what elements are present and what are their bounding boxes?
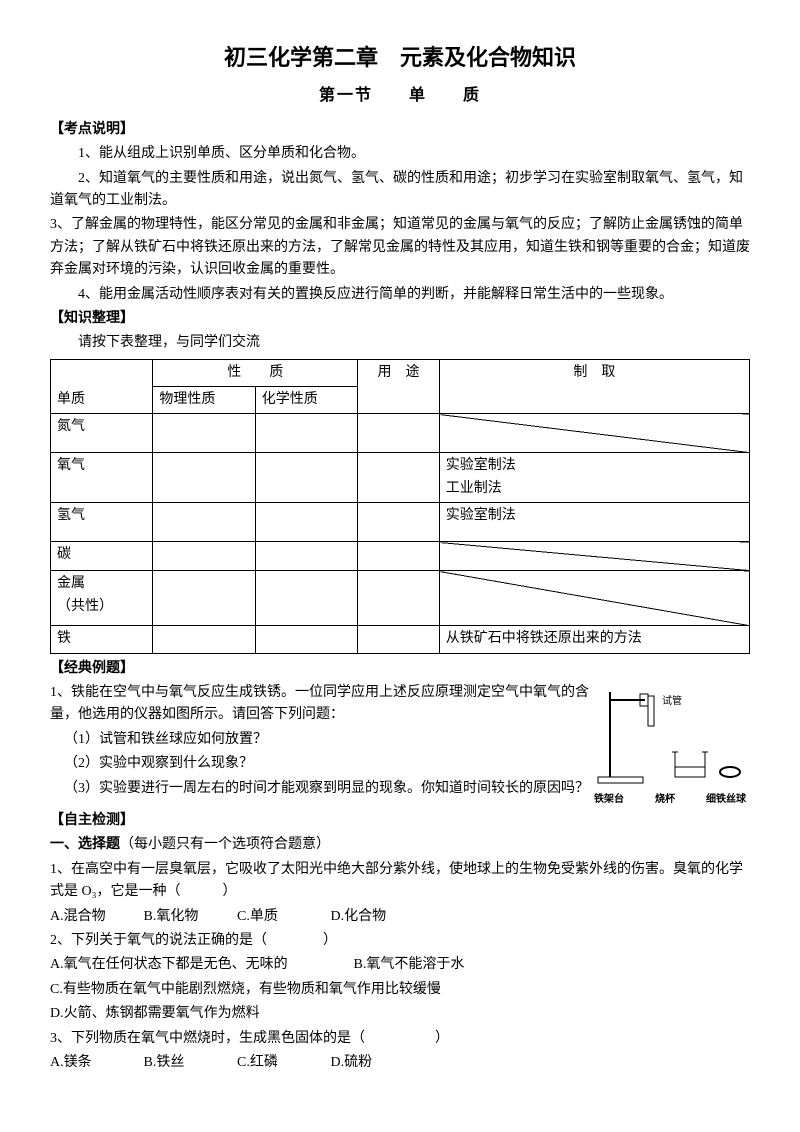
page-subtitle: 第一节 单 质 — [50, 83, 750, 109]
section-head-liti: 【经典例题】 — [50, 658, 750, 680]
cell-diag — [439, 414, 749, 453]
cell-n2: 氮气 — [51, 414, 153, 453]
cell-diag — [439, 542, 749, 571]
th-huaxue: 化学性质 — [255, 387, 357, 414]
cell-h2: 氢气 — [51, 503, 153, 542]
cell-empty — [358, 571, 440, 626]
cell-c: 碳 — [51, 542, 153, 571]
q2-c: C.有些物质在氧气中能剧烈燃烧，有些物质和氧气作用比较缓慢 — [50, 979, 750, 1001]
table-row: 碳 — [51, 542, 750, 571]
label-shaobei: 烧杯 — [655, 792, 675, 808]
kaodian-p3: 3、了解金属的物理特性，能区分常见的金属和非金属；知道常见的金属与氧气的反应；了… — [50, 214, 750, 281]
cell-empty — [153, 414, 255, 453]
section-head-kaodian: 【考点说明】 — [50, 119, 750, 141]
kaodian-p2: 2、知道氧气的主要性质和用途，说出氮气、氢气、碳的性质和用途；初步学习在实验室制… — [50, 168, 750, 213]
th-danzhi: 单质 — [51, 359, 153, 414]
cell-empty — [358, 414, 440, 453]
cell-empty — [153, 453, 255, 503]
table-row: 铁 从铁矿石中将铁还原出来的方法 — [51, 626, 750, 653]
cell-empty — [255, 453, 357, 503]
table-row: 氢气 实验室制法 — [51, 503, 750, 542]
q2-d: D.火箭、炼钢都需要氧气作为燃料 — [50, 1003, 750, 1025]
table-row: 金属 （共性） — [51, 571, 750, 626]
zhishi-p1: 请按下表整理，与同学们交流 — [50, 332, 750, 354]
q2: 2、下列关于氧气的说法正确的是（ ） — [50, 930, 750, 952]
th-zhiqu: 制 取 — [439, 359, 749, 414]
q2-ab: A.氧气在任何状态下都是无色、无味的 B.氧气不能溶于水 — [50, 954, 750, 976]
label-tiesi: 细铁丝球 — [706, 792, 746, 808]
page-title: 初三化学第二章 元素及化合物知识 — [50, 40, 750, 75]
q3-options: A.镁条 B.铁丝 C.红磷 D.硫粉 — [50, 1052, 750, 1074]
apparatus-figure: 试管 铁架台 烧杯 细铁丝球 — [590, 682, 750, 808]
table-row: 单质 性 质 用 途 制 取 — [51, 359, 750, 386]
cell-empty — [358, 453, 440, 503]
cell-diag — [439, 571, 749, 626]
cell-empty — [153, 503, 255, 542]
cell-empty — [255, 571, 357, 626]
cell-empty — [255, 414, 357, 453]
properties-table: 单质 性 质 用 途 制 取 物理性质 化学性质 氮气 氧气 实验室制法 工业制… — [50, 359, 750, 654]
cell-fe-zhiqu: 从铁矿石中将铁还原出来的方法 — [439, 626, 749, 653]
th-yongtu: 用 途 — [358, 359, 440, 414]
cell-o2-zhiqu: 实验室制法 工业制法 — [439, 453, 749, 503]
kaodian-p1: 1、能从组成上识别单质、区分单质和化合物。 — [50, 143, 750, 165]
table-row: 氧气 实验室制法 工业制法 — [51, 453, 750, 503]
label-shiguan: 试管 — [662, 694, 682, 707]
cell-fe: 铁 — [51, 626, 153, 653]
jiance-sub: 一、选择题（每小题只有一个选项符合题意） — [50, 834, 750, 856]
kaodian-p4: 4、能用金属活动性顺序表对有关的置换反应进行简单的判断，并能解释日常生活中的一些… — [50, 284, 750, 306]
cell-empty — [358, 503, 440, 542]
cell-empty — [255, 542, 357, 571]
cell-empty — [153, 542, 255, 571]
cell-o2: 氧气 — [51, 453, 153, 503]
cell-empty — [153, 571, 255, 626]
section-head-jiance: 【自主检测】 — [50, 810, 750, 832]
table-row: 氮气 — [51, 414, 750, 453]
th-wuli: 物理性质 — [153, 387, 255, 414]
th-xingzhi: 性 质 — [153, 359, 358, 386]
cell-empty — [255, 503, 357, 542]
cell-h2-zhiqu: 实验室制法 — [439, 503, 749, 542]
cell-metal: 金属 （共性） — [51, 571, 153, 626]
label-tiejia: 铁架台 — [594, 792, 624, 808]
cell-empty — [358, 542, 440, 571]
cell-empty — [358, 626, 440, 653]
q3: 3、下列物质在氧气中燃烧时，生成黑色固体的是（ ） — [50, 1028, 750, 1050]
q1-options: A.混合物 B.氧化物 C.单质 D.化合物 — [50, 906, 750, 928]
q1: 1、在高空中有一层臭氧层，它吸收了太阳光中绝大部分紫外线，使地球上的生物免受紫外… — [50, 859, 750, 904]
section-head-zhishi: 【知识整理】 — [50, 308, 750, 330]
cell-empty — [153, 626, 255, 653]
cell-empty — [255, 626, 357, 653]
